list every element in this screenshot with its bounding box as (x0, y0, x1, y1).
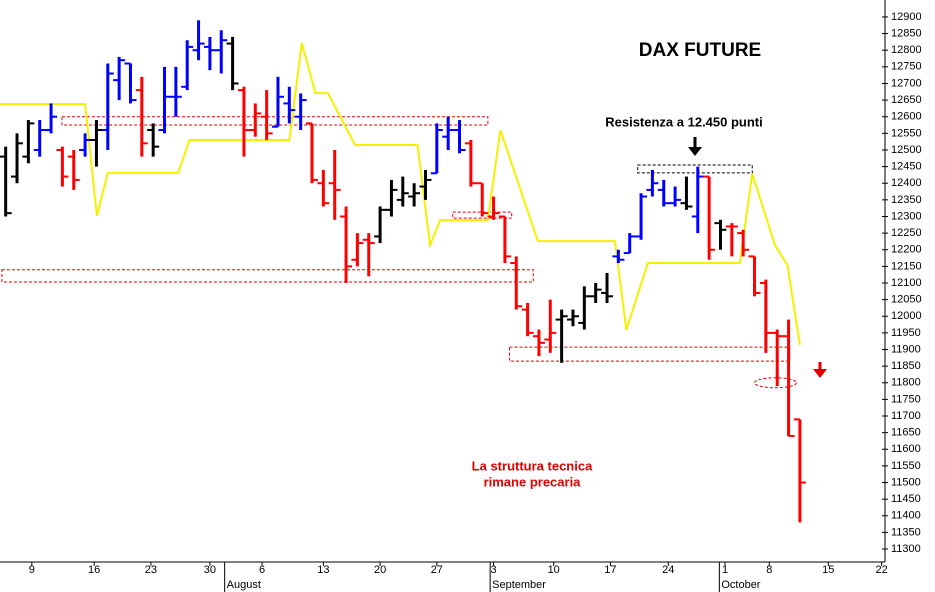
y-tick-label: 11950 (891, 327, 921, 339)
y-tick-label: 11750 (891, 393, 921, 405)
x-tick-label: 23 (145, 564, 157, 576)
trend-line (0, 42, 801, 346)
x-tick-label: 10 (548, 564, 560, 576)
y-tick-label: 12850 (891, 27, 922, 39)
y-tick-label: 11700 (891, 410, 921, 422)
y-tick-label: 12550 (891, 127, 922, 139)
y-tick-label: 12800 (891, 44, 922, 56)
x-tick-label: 30 (204, 564, 216, 576)
y-tick-label: 11800 (891, 377, 921, 389)
x-tick-label: 16 (88, 564, 100, 576)
month-label: September (492, 579, 546, 591)
x-tick-label: 27 (431, 564, 443, 576)
y-tick-label: 12450 (891, 161, 922, 173)
zone (1, 269, 534, 283)
y-tick-label: 11450 (891, 493, 921, 505)
month-label: August (227, 579, 261, 591)
y-tick-label: 12700 (891, 77, 922, 89)
x-tick-label: 15 (822, 564, 834, 576)
y-tick-label: 12300 (891, 210, 922, 222)
y-tick-label: 12400 (891, 177, 922, 189)
x-tick-label: 1 (722, 564, 728, 576)
annotation: Resistenza a 12.450 punti (605, 114, 763, 129)
y-tick-label: 11600 (891, 443, 921, 455)
x-tick-label: 20 (374, 564, 386, 576)
y-tick-label: 12050 (891, 294, 922, 306)
y-tick-label: 11400 (891, 510, 921, 522)
y-tick-label: 12750 (891, 61, 922, 73)
chart-title: DAX FUTURE (639, 40, 761, 61)
x-tick-label: 13 (317, 564, 329, 576)
y-tick-label: 12900 (891, 11, 922, 23)
y-tick-label: 12150 (891, 260, 922, 272)
y-tick-label: 12500 (891, 144, 922, 156)
y-tick-label: 11300 (891, 543, 921, 555)
y-tick-label: 12650 (891, 94, 922, 106)
annotation: La struttura tecnica (472, 458, 593, 473)
arrow (688, 137, 702, 156)
zone (754, 377, 798, 389)
y-tick-label: 11900 (891, 343, 921, 355)
zone (61, 116, 489, 126)
x-tick-label: 22 (875, 564, 887, 576)
y-tick-label: 12350 (891, 194, 922, 206)
y-tick-label: 12250 (891, 227, 922, 239)
arrow (813, 362, 827, 378)
x-tick-label: 24 (662, 564, 674, 576)
y-tick-label: 11500 (891, 476, 921, 488)
x-tick-label: 8 (766, 564, 772, 576)
x-tick-label: 9 (29, 564, 35, 576)
y-tick-label: 12000 (891, 310, 922, 322)
y-tick-label: 12600 (891, 111, 922, 123)
month-label: October (721, 579, 760, 591)
x-tick-label: 6 (259, 564, 265, 576)
zone (637, 164, 753, 174)
annotation: rimane precaria (484, 474, 582, 489)
y-tick-label: 11350 (891, 526, 921, 538)
x-tick-label: 3 (490, 564, 496, 576)
x-tick-label: 17 (604, 564, 616, 576)
y-tick-label: 12200 (891, 244, 922, 256)
y-tick-label: 12100 (891, 277, 922, 289)
y-tick-label: 11650 (891, 427, 921, 439)
y-tick-label: 11850 (891, 360, 921, 372)
zone (452, 211, 513, 219)
y-tick-label: 11550 (891, 460, 921, 472)
